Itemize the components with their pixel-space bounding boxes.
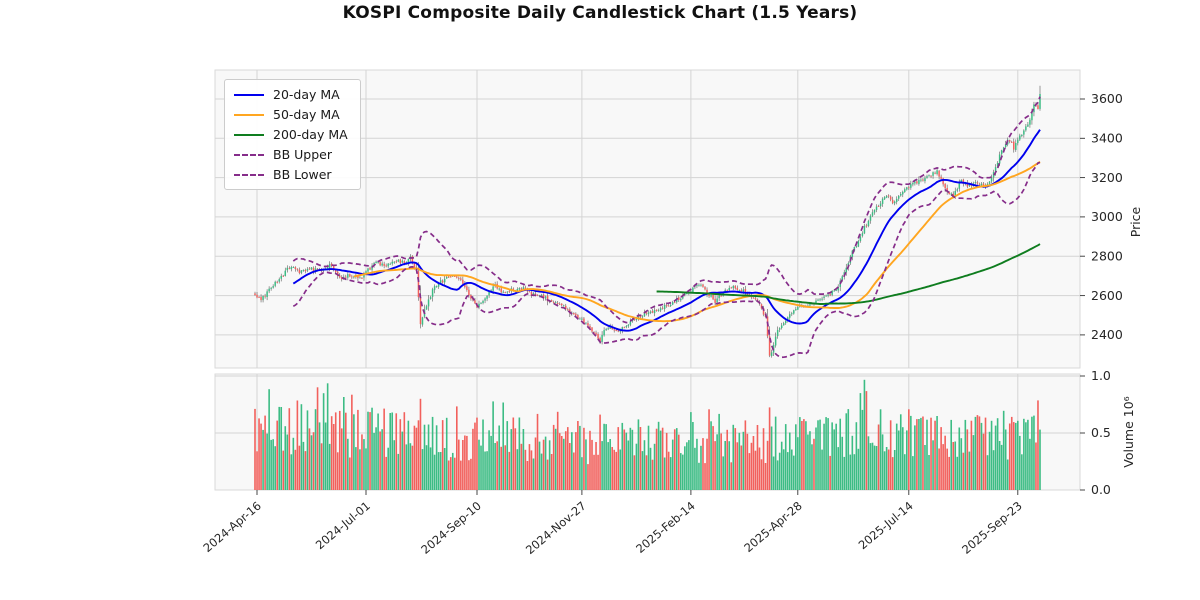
legend-line-sample xyxy=(234,133,264,136)
bb-upper-line xyxy=(292,96,1041,324)
price-axis-title: Price xyxy=(1128,206,1143,237)
price-tick-label: 3400 xyxy=(1091,131,1123,146)
date-tick-label: 2025-Feb-14 xyxy=(633,499,698,556)
price-tick-label: 3600 xyxy=(1091,91,1123,106)
legend-label: BB Upper xyxy=(273,147,332,162)
legend-line-sample xyxy=(234,113,264,116)
volume-bars-group xyxy=(254,379,1041,490)
ma20-line xyxy=(292,129,1041,332)
price-tick-label: 3000 xyxy=(1091,209,1123,224)
date-tick-label: 2024-Sep-10 xyxy=(418,499,484,557)
volume-panel xyxy=(214,373,1081,491)
volume-tick-label: 0.5 xyxy=(1091,425,1111,440)
overlays-group xyxy=(292,96,1041,359)
legend-item-20-day-ma: 20-day MA xyxy=(234,87,348,102)
volume-tick-label: 0.0 xyxy=(1091,482,1111,497)
price-tick-label: 2600 xyxy=(1091,288,1123,303)
date-tick-label: 2024-Apr-16 xyxy=(200,499,263,555)
legend-label: BB Lower xyxy=(273,167,332,182)
price-tick-label: 3200 xyxy=(1091,170,1123,185)
legend-box: 20-day MA 50-day MA 200-day MA BB Upper BB L… xyxy=(224,79,361,190)
chart-title: KOSPI Composite Daily Candlestick Chart … xyxy=(342,3,858,23)
volume-axis-title: Volume 10⁶ xyxy=(1121,396,1136,467)
date-tick-label: 2024-Nov-27 xyxy=(523,499,589,558)
date-tick-label: 2024-Jul-01 xyxy=(313,499,373,553)
legend-line-sample xyxy=(234,153,264,156)
legend-item-200-day-ma: 200-day MA xyxy=(234,127,348,142)
legend-line-sample xyxy=(234,93,264,96)
bb-lower-line xyxy=(292,161,1041,359)
legend-label: 20-day MA xyxy=(273,87,340,102)
legend-item-bb-upper: BB Upper xyxy=(234,147,348,162)
date-tick-label: 2025-Apr-28 xyxy=(741,499,804,555)
legend-item-bb-lower: BB Lower xyxy=(234,167,348,182)
ma200-line xyxy=(656,243,1041,305)
price-tick-label: 2800 xyxy=(1091,248,1123,263)
legend-item-50-day-ma: 50-day MA xyxy=(234,107,348,122)
date-tick-label: 2025-Jul-14 xyxy=(856,499,916,553)
price-tick-label: 2400 xyxy=(1091,327,1123,342)
legend-label: 200-day MA xyxy=(273,127,348,142)
date-tick-label: 2025-Sep-23 xyxy=(959,499,1025,557)
legend-label: 50-day MA xyxy=(273,107,340,122)
volume-tick-label: 1.0 xyxy=(1091,368,1111,383)
legend-line-sample xyxy=(234,173,264,176)
